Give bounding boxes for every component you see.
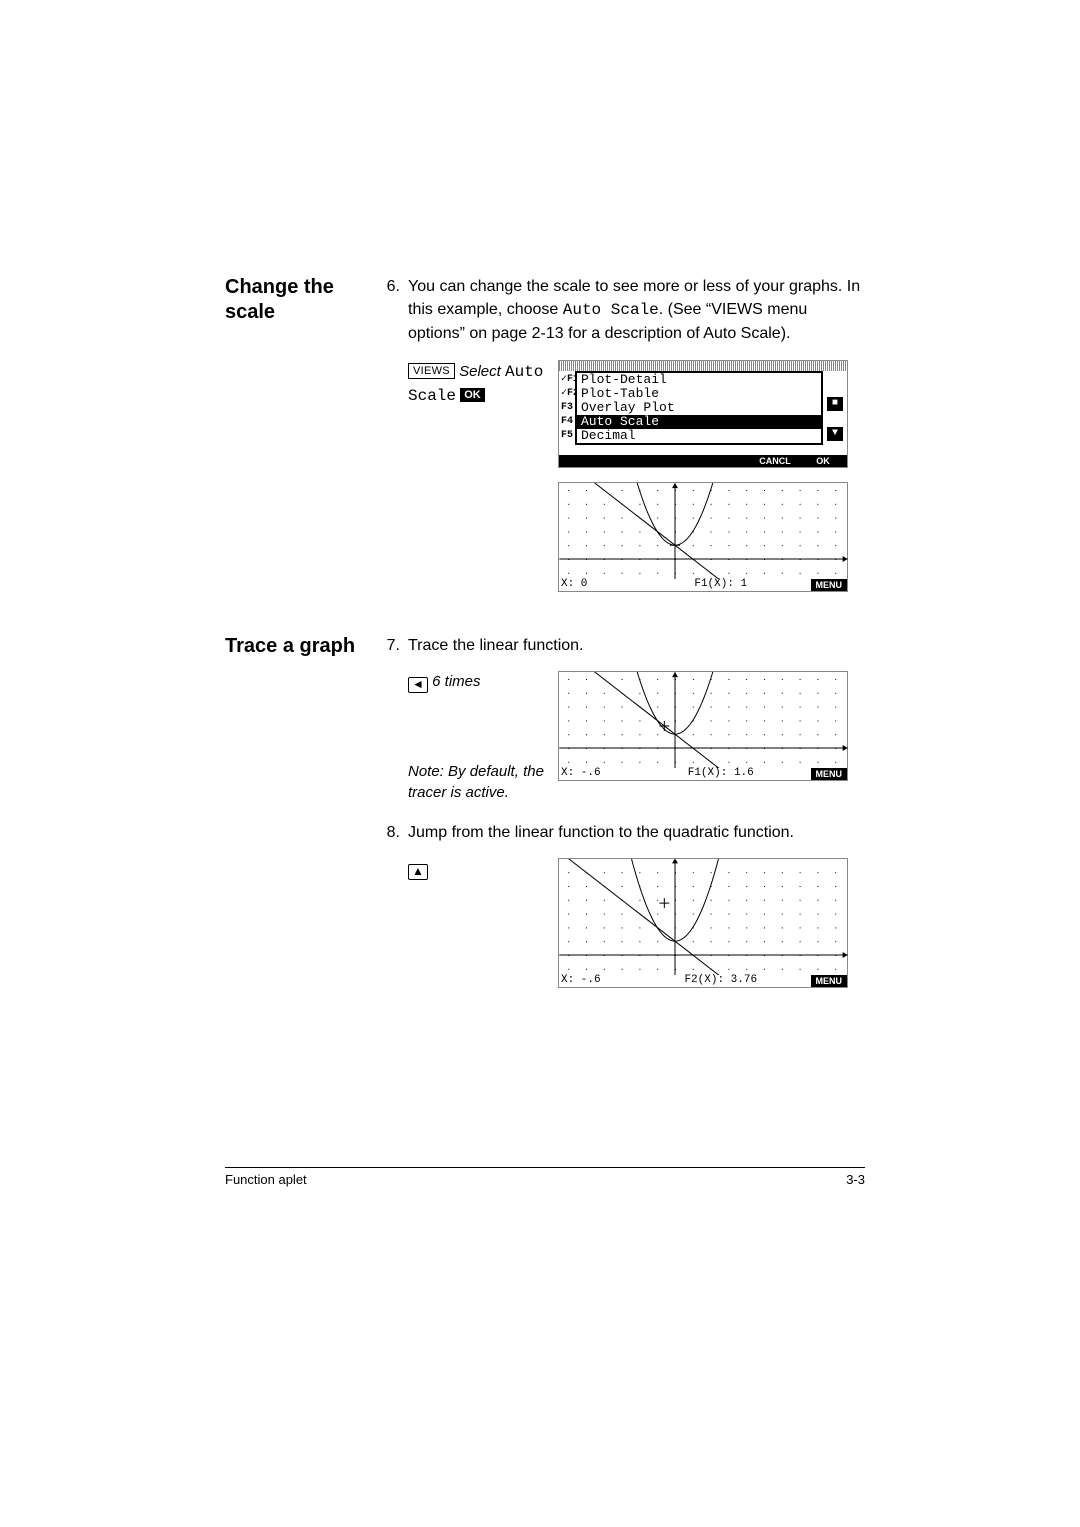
plot-screenshot-trace-quadratic: X: -.6 F2(X): 3.76 MENU (558, 858, 848, 988)
views-menu-screenshot: ✓F1✓F2F3F4F5 Plot-DetailPlot-TableOverla… (558, 360, 848, 468)
ok-key: OK (460, 388, 485, 402)
step-8-instruction: ▲ (408, 858, 558, 881)
footer-chapter-name: Function aplet (225, 1172, 307, 1187)
plot1-x-value: X: 0 (561, 577, 631, 591)
step-6-number: 6. (380, 275, 408, 298)
plot1-menu-softkey: MENU (811, 579, 848, 591)
step-7-text: Trace the linear function. (408, 634, 865, 657)
plot-screenshot-autoscale: X: 0 F1(X): 1 MENU (558, 482, 848, 592)
step-7-note: Note: By default, the tracer is active. (408, 761, 558, 803)
plot-screenshot-trace-linear: X: -.6 F1(X): 1.6 MENU (558, 671, 848, 781)
up-arrow-key: ▲ (408, 864, 428, 880)
scroll-down-icon: ▼ (827, 427, 843, 441)
step-7-instruction: ◄ 6 times (408, 671, 558, 694)
step-8-text: Jump from the linear function to the qua… (408, 821, 865, 844)
plot3-menu-softkey: MENU (811, 975, 848, 987)
plot3-x-value: X: -.6 (561, 973, 631, 987)
section-heading-trace-graph: Trace a graph (225, 634, 380, 659)
plot2-menu-softkey: MENU (811, 768, 848, 780)
step-6-text: You can change the scale to see more or … (408, 275, 865, 346)
views-key: VIEWS (408, 363, 455, 379)
plot2-x-value: X: -.6 (561, 766, 631, 780)
softkey-cancel: CANCL (751, 455, 799, 467)
step-7-number: 7. (380, 634, 408, 657)
footer-page-number: 3-3 (846, 1172, 865, 1187)
step-8-number: 8. (380, 821, 408, 844)
scroll-up-icon: ■ (827, 397, 843, 411)
step-6-instruction: VIEWS Select Auto Scale OK (408, 360, 558, 408)
softkey-ok: OK (799, 455, 847, 467)
section-heading-change-scale: Change the scale (225, 275, 380, 325)
plot1-f-value: F1(X): 1 (631, 577, 811, 591)
plot3-f-value: F2(X): 3.76 (631, 973, 811, 987)
plot2-f-value: F1(X): 1.6 (631, 766, 811, 780)
left-arrow-key: ◄ (408, 677, 428, 693)
